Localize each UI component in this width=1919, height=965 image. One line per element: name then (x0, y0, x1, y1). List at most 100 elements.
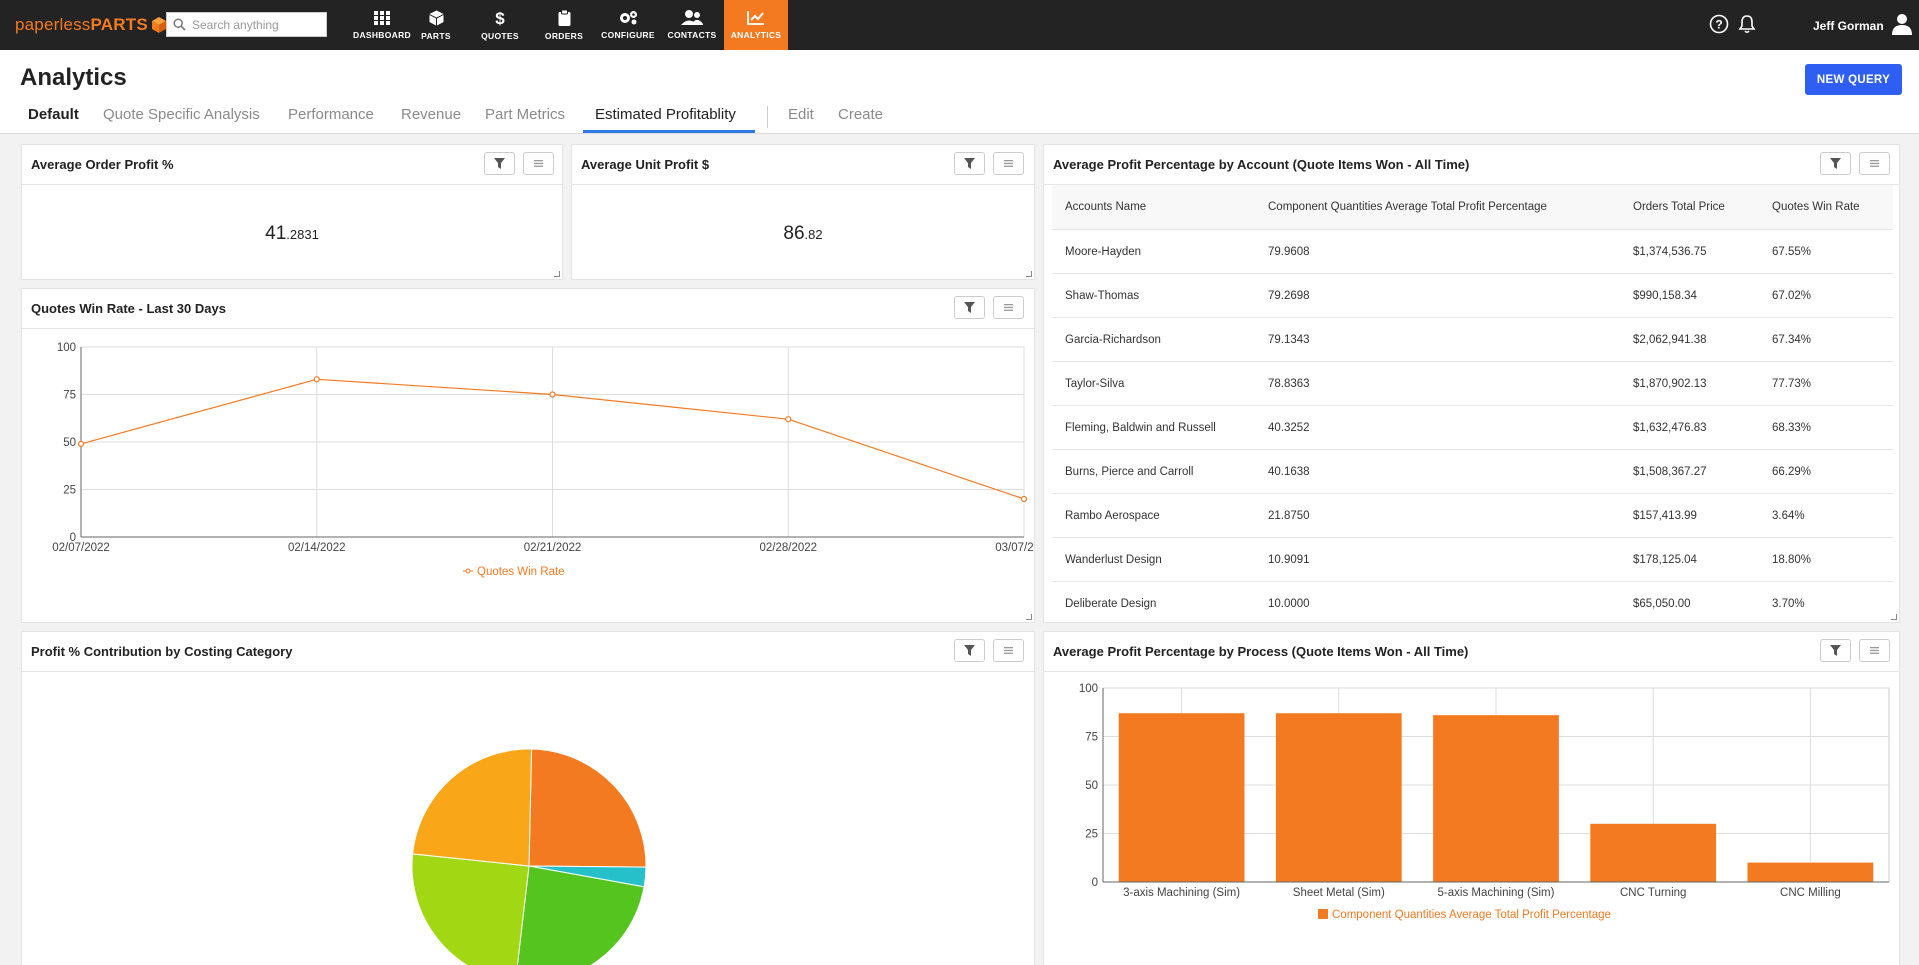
cube-icon (429, 10, 443, 25)
nav-dashboard-label: DASHBOARD (353, 29, 411, 40)
table-header-row: Accounts Name Component Quantities Avera… (1052, 185, 1893, 230)
card-title: Average Order Profit % (31, 157, 174, 172)
x-tick-label: Sheet Metal (Sim) (1293, 887, 1385, 899)
filter-button[interactable] (954, 639, 985, 662)
menu-button[interactable] (1859, 639, 1890, 662)
menu-button[interactable] (993, 639, 1024, 662)
filter-icon (964, 645, 975, 656)
x-tick-label: 3-axis Machining (Sim) (1123, 887, 1240, 899)
pie-slice (516, 865, 645, 965)
cell-avg-profit: 40.1638 (1268, 466, 1310, 478)
legend-marker (1318, 909, 1328, 919)
tab-performance[interactable]: Performance (288, 106, 374, 123)
table-row[interactable]: Taylor-Silva 78.8363 $1,870,902.13 77.73% (1052, 362, 1893, 406)
nav-orders[interactable]: ORDERS (542, 0, 586, 50)
nav-configure-label: CONFIGURE (601, 30, 655, 40)
contacts-icon (681, 10, 703, 25)
col-accounts-name[interactable]: Accounts Name (1065, 201, 1147, 213)
search-input[interactable] (192, 17, 317, 32)
svg-text:$: $ (495, 9, 505, 26)
cell-win-rate: 66.29% (1772, 466, 1812, 478)
nav-dashboard[interactable]: DASHBOARD (346, 0, 418, 50)
nav-quotes[interactable]: $ QUOTES (478, 0, 522, 50)
x-tick-label: 02/07/2022 (52, 542, 110, 554)
data-point (1020, 495, 1028, 503)
tab-part-metrics[interactable]: Part Metrics (485, 106, 566, 123)
y-tick-label: 75 (1085, 732, 1098, 744)
cell-win-rate: 3.64% (1772, 510, 1805, 522)
col-avg-profit-pct[interactable]: Component Quantities Average Total Profi… (1268, 201, 1547, 213)
card-title: Average Profit Percentage by Account (Qu… (1053, 157, 1470, 172)
cell-win-rate: 67.55% (1772, 246, 1812, 258)
cell-avg-profit: 10.9091 (1268, 554, 1310, 566)
notification-bell-icon[interactable] (1738, 14, 1756, 34)
help-icon[interactable]: ? (1709, 14, 1729, 34)
table-row[interactable]: Fleming, Baldwin and Russell 40.3252 $1,63… (1052, 406, 1893, 450)
win-rate-line-chart: 0 25 50 75 100 02/07/2022 02/14/2022 02/21/2022… (52, 342, 1034, 578)
cell-avg-profit: 40.3252 (1268, 422, 1310, 434)
menu-icon (1004, 647, 1013, 654)
col-quotes-win-rate[interactable]: Quotes Win Rate (1772, 201, 1860, 213)
filter-icon (1830, 158, 1841, 169)
nav-contacts-label: CONTACTS (667, 30, 717, 40)
filter-button[interactable] (954, 296, 985, 319)
cell-total-price: $1,870,902.13 (1633, 378, 1707, 390)
resize-handle[interactable] (554, 271, 560, 277)
cell-account-name: Fleming, Baldwin and Russell (1065, 422, 1216, 434)
nav-configure[interactable]: CONFIGURE (600, 0, 656, 50)
y-tick-label: 0 (1092, 877, 1098, 889)
data-point (77, 440, 85, 448)
contribution-pie-chart (411, 748, 647, 965)
cell-total-price: $178,125.04 (1633, 554, 1697, 566)
tab-default[interactable]: Default (28, 106, 79, 123)
cell-account-name: Moore-Hayden (1065, 246, 1142, 258)
table-row[interactable]: Shaw-Thomas 79.2698 $990,158.34 67.02% (1052, 274, 1893, 318)
col-orders-total-price[interactable]: Orders Total Price (1633, 201, 1725, 213)
tab-revenue[interactable]: Revenue (401, 106, 462, 123)
filter-button[interactable] (1820, 639, 1851, 662)
cell-avg-profit: 10.0000 (1268, 598, 1310, 610)
nav-contacts[interactable]: CONTACTS (666, 0, 718, 50)
search-box[interactable] (166, 12, 327, 37)
dashboard-icon (374, 10, 390, 25)
tab-quote-specific-analysis[interactable]: Quote Specific Analysis (103, 106, 260, 123)
table-row[interactable]: Deliberate Design 10.0000 $65,050.00 3.70% (1052, 582, 1893, 622)
table-row[interactable]: Garcia-Richardson 79.1343 $2,062,941.38 67.… (1052, 318, 1893, 362)
active-tab-indicator (583, 130, 755, 133)
filter-icon (964, 158, 975, 169)
tab-create[interactable]: Create (838, 106, 884, 123)
kpi-value: 86.82 (572, 223, 1034, 245)
new-query-button[interactable]: NEW QUERY (1805, 64, 1902, 95)
cell-account-name: Rambo Aerospace (1065, 510, 1160, 522)
user-name[interactable]: Jeff Gorman (1813, 19, 1884, 33)
filter-button[interactable] (484, 152, 515, 175)
table-row[interactable]: Burns, Pierce and Carroll 40.1638 $1,508,3… (1052, 450, 1893, 494)
y-tick-label: 75 (63, 390, 76, 402)
nav-quotes-label: QUOTES (481, 31, 519, 41)
logo[interactable]: paperless PARTS (15, 15, 167, 35)
cell-win-rate: 3.70% (1772, 598, 1805, 610)
table-row[interactable]: Rambo Aerospace 21.8750 $157,413.99 3.64% (1052, 494, 1893, 538)
menu-button[interactable] (993, 152, 1024, 175)
resize-handle[interactable] (1026, 614, 1032, 620)
filter-icon (494, 158, 505, 169)
svg-text:?: ? (1715, 18, 1722, 32)
filter-button[interactable] (1820, 152, 1851, 175)
table-row[interactable]: Wanderlust Design 10.9091 $178,125.04 18.80… (1052, 538, 1893, 582)
table-row[interactable]: Moore-Hayden 79.9608 $1,374,536.75 67.55% (1052, 230, 1893, 274)
tab-estimated-profitability[interactable]: Estimated Profitablity (595, 106, 736, 123)
x-tick-label: 02/28/2022 (759, 542, 817, 554)
kpi-value: 41.2831 (22, 223, 562, 245)
menu-button[interactable] (993, 296, 1024, 319)
resize-handle[interactable] (1026, 271, 1032, 277)
menu-button[interactable] (1859, 152, 1890, 175)
resize-handle[interactable] (1891, 614, 1897, 620)
nav-parts[interactable]: PARTS (418, 0, 454, 50)
menu-button[interactable] (523, 152, 554, 175)
filter-button[interactable] (954, 152, 985, 175)
cell-avg-profit: 79.2698 (1268, 290, 1310, 302)
tab-edit[interactable]: Edit (788, 106, 814, 123)
user-avatar-icon[interactable] (1892, 13, 1912, 35)
nav-analytics[interactable]: ANALYTICS (724, 0, 788, 50)
